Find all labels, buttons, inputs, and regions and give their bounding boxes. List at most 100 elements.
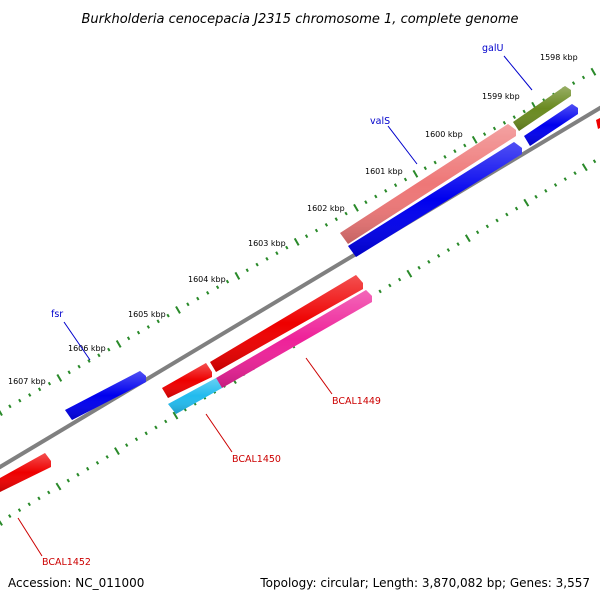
leader-BCAL1452 [17,517,43,557]
outer-tick-minor [314,228,319,233]
inner-tick-minor [134,437,139,442]
gene-label-BCAL1449[interactable]: BCAL1449 [332,396,381,407]
inner-tick-minor [27,502,31,507]
inner-tick-major [581,163,588,172]
outer-tick-minor [443,154,447,159]
outer-tick-minor [433,160,437,165]
outer-tick-minor [275,251,279,256]
outer-tick-minor [512,115,516,120]
inner-tick-minor [544,188,548,193]
inner-tick-minor [125,443,129,448]
inner-tick-minor [95,460,100,465]
outer-tick-minor [67,370,71,375]
inner-tick-minor [154,425,158,430]
outer-tick-major [590,67,597,76]
gene-label-BCAL1452[interactable]: BCAL1452 [42,557,91,568]
outer-tick-minor [77,364,81,369]
gene-features [0,86,600,492]
genome-summary-text: Topology: circular; Length: 3,870,082 bp… [259,576,590,590]
inner-tick-minor [66,478,70,483]
tick-label-1605: 1605 kbp [128,310,166,319]
outer-tick-major [412,169,419,178]
outer-tick-major [115,339,122,348]
outer-tick-minor [146,325,150,329]
label-leaders [17,55,533,557]
inner-tick-minor [86,466,90,471]
leader-fsr [63,321,91,361]
inner-tick-major [523,198,530,207]
outer-tick-minor [393,183,398,188]
outer-tick-minor [403,177,408,182]
inner-tick-minor [164,419,168,424]
inner-tick-minor [17,508,22,513]
outer-tick-minor [37,387,42,392]
inner-tick-minor [436,254,441,258]
inner-tick-minor [475,230,480,235]
outer-tick-minor [166,313,170,318]
outer-tick-minor [18,398,22,403]
inner-tick-minor [47,490,51,495]
outer-tick-minor [215,285,220,290]
inner-tick-minor [105,455,109,459]
tick-label-1600: 1600 kbp [425,130,463,139]
accession-text: Accession: NC_011000 [8,576,144,590]
outer-tick-minor [304,234,309,239]
outer-tick-minor [344,211,348,216]
outer-tick-minor [97,353,101,358]
outer-tick-minor [245,268,249,273]
outer-tick-minor [255,262,259,267]
inner-tick-minor [144,431,148,436]
outer-tick-minor [364,200,368,205]
inner-tick-minor [37,496,41,501]
backbone-line [0,105,600,470]
outer-tick-ring [0,67,597,416]
gene-label-fsr[interactable]: fsr [51,309,63,320]
inner-tick-minor [8,514,12,519]
outer-tick-minor [492,126,497,131]
outer-tick-minor [87,359,91,363]
leader-galU [503,55,533,91]
outer-tick-minor [156,319,160,324]
outer-tick-minor [196,296,200,301]
leader-BCAL1449 [305,357,333,395]
tick-label-1603: 1603 kbp [248,239,286,248]
outer-tick-minor [571,81,576,85]
outer-tick-minor [28,393,32,397]
outer-tick-minor [186,302,190,307]
outer-tick-minor [334,217,338,222]
outer-tick-minor [47,381,52,386]
outer-tick-minor [126,336,131,341]
outer-tick-minor [482,132,487,137]
outer-tick-minor [107,347,111,352]
inner-tick-minor [456,242,460,246]
outer-tick-minor [384,189,388,193]
outer-tick-minor [324,223,329,227]
tick-label-1604: 1604 kbp [188,275,226,284]
outer-tick-minor [522,109,526,114]
inner-tick-minor [427,259,431,264]
inner-tick-minor [446,248,451,252]
inner-tick-minor [563,177,567,181]
inner-tick-minor [573,171,577,176]
gene-label-galU[interactable]: galU [482,43,503,54]
outer-tick-minor [136,330,141,335]
outer-tick-major [0,409,3,416]
tick-label-1599: 1599 kbp [482,92,520,101]
inner-tick-major [0,520,3,526]
tick-label-1606: 1606 kbp [68,344,106,353]
gene-label-BCAL1450[interactable]: BCAL1450 [232,454,281,465]
inner-tick-major [114,447,120,456]
outer-tick-minor [463,143,467,148]
gene-label-valS[interactable]: valS [370,116,390,127]
inner-tick-minor [417,265,421,270]
leader-valS [387,125,418,165]
tick-label-1598: 1598 kbp [540,53,578,62]
outer-tick-minor [8,404,12,409]
outer-tick-major [56,373,63,382]
outer-tick-minor [453,149,457,154]
gene-edge-right[interactable] [596,118,600,129]
inner-tick-minor [592,159,597,164]
map-title: Burkholderia cenocepacia J2315 chromosom… [81,12,518,27]
outer-tick-minor [581,75,586,80]
